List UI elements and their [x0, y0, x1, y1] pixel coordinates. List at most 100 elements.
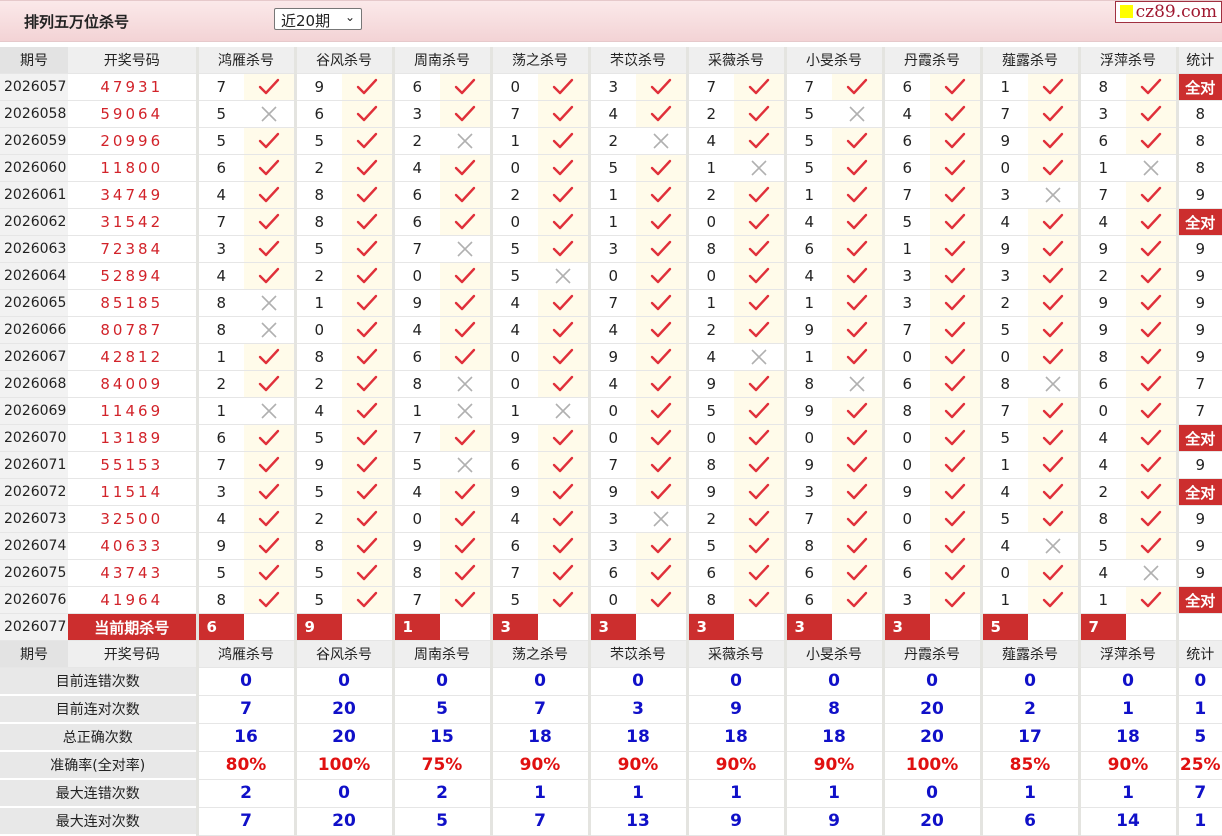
hit-mark	[832, 478, 883, 506]
kill-number: 4	[685, 343, 734, 371]
hit-mark	[1126, 235, 1177, 263]
draw-number: 40633	[68, 532, 197, 560]
kill-number: 8	[391, 370, 440, 398]
check-icon	[846, 213, 867, 230]
stats-value: 100%	[293, 751, 393, 780]
check-icon	[258, 564, 279, 581]
check-icon	[1042, 483, 1063, 500]
stats-value: 7	[195, 695, 295, 724]
hit-mark	[636, 451, 687, 479]
check-icon	[552, 294, 573, 311]
kill-number: 0	[293, 316, 342, 344]
stats-value: 9	[783, 807, 883, 836]
hit-mark	[1126, 532, 1177, 560]
kill-number: 0	[783, 424, 832, 452]
hit-mark	[538, 505, 589, 533]
kill-number: 3	[587, 73, 636, 101]
kill-number: 7	[783, 73, 832, 101]
period-cell: 2026074	[0, 532, 68, 560]
hit-mark	[734, 100, 785, 128]
kill-number: 8	[195, 316, 244, 344]
period-select[interactable]: 近20期 ⌄	[274, 8, 362, 30]
kill-number: 4	[979, 208, 1028, 236]
table-row: 2026071 55153 7 9 5 6 7 8 9 0 1 4 9	[0, 451, 1222, 479]
kill-number: 5	[293, 586, 342, 614]
hit-mark	[440, 289, 491, 317]
kill-number: 8	[391, 559, 440, 587]
kill-number: 9	[489, 424, 538, 452]
check-icon	[1140, 510, 1161, 527]
kill-number: 4	[979, 532, 1028, 560]
check-icon	[1042, 105, 1063, 122]
hit-mark	[440, 181, 491, 209]
check-icon	[944, 240, 965, 257]
kill-number: 0	[685, 424, 734, 452]
check-icon	[1140, 78, 1161, 95]
draw-number: 80787	[68, 316, 197, 344]
check-icon	[748, 132, 769, 149]
hit-mark	[734, 127, 785, 155]
hit-mark	[636, 73, 687, 101]
hit-mark	[636, 532, 687, 560]
stat-cell: 全对	[1175, 73, 1222, 101]
hit-mark	[930, 505, 981, 533]
square-icon	[1119, 5, 1133, 18]
hit-mark	[440, 532, 491, 560]
check-icon	[1042, 429, 1063, 446]
hit-mark	[734, 505, 785, 533]
check-icon	[1140, 456, 1161, 473]
brand-logo[interactable]: cz89.com	[1114, 1, 1222, 23]
kill-number: 3	[587, 235, 636, 263]
hit-mark	[832, 289, 883, 317]
check-icon	[846, 456, 867, 473]
hit-mark	[1028, 235, 1079, 263]
kill-number: 2	[293, 505, 342, 533]
kill-number: 4	[587, 100, 636, 128]
kill-number: 0	[489, 370, 538, 398]
cross-icon	[555, 268, 571, 284]
kill-number: 1	[391, 397, 440, 425]
stats-value: 1	[783, 779, 883, 808]
check-icon	[552, 483, 573, 500]
hit-mark	[930, 586, 981, 614]
check-icon	[944, 267, 965, 284]
period-cell: 2026077	[0, 613, 68, 641]
draw-number: 72384	[68, 235, 197, 263]
kill-number: 4	[489, 289, 538, 317]
hit-mark	[832, 181, 883, 209]
kill-number: 8	[783, 370, 832, 398]
check-icon	[258, 375, 279, 392]
hit-mark	[1028, 316, 1079, 344]
check-icon	[1042, 348, 1063, 365]
header-bar: 排列五万位杀号 近20期 ⌄ cz89.com	[0, 0, 1222, 42]
check-icon	[846, 348, 867, 365]
kill-number: 6	[783, 559, 832, 587]
miss-mark	[734, 154, 785, 182]
kill-number: 2	[587, 127, 636, 155]
check-icon	[650, 375, 671, 392]
check-icon	[650, 564, 671, 581]
hit-mark	[1028, 424, 1079, 452]
check-icon	[552, 240, 573, 257]
kill-number: 3	[391, 100, 440, 128]
kill-number: 1	[685, 154, 734, 182]
period-cell: 2026073	[0, 505, 68, 533]
check-icon	[258, 348, 279, 365]
kill-number: 2	[391, 127, 440, 155]
header-row: 期号 开奖号码 鸿雁杀号 谷风杀号 周南杀号 荡之杀号 芣苡杀号 采薇杀号 小旻杀号 丹霞杀号 薤露…	[0, 47, 1222, 74]
hit-mark	[1126, 73, 1177, 101]
header-expert: 小旻杀号	[783, 47, 883, 74]
stats-label: 目前连错次数	[0, 667, 197, 696]
kill-number: 5	[489, 586, 538, 614]
stats-value: 90%	[489, 751, 589, 780]
hit-mark	[440, 73, 491, 101]
hit-mark	[1028, 505, 1079, 533]
hit-mark	[342, 289, 393, 317]
check-icon	[944, 321, 965, 338]
hit-mark	[440, 154, 491, 182]
hit-mark	[636, 208, 687, 236]
miss-mark	[1028, 181, 1079, 209]
kill-number: 8	[1077, 343, 1126, 371]
check-icon	[552, 105, 573, 122]
table-row: 2026072 11514 3 5 4 9 9 9 3 9 4 2 全对	[0, 478, 1222, 506]
